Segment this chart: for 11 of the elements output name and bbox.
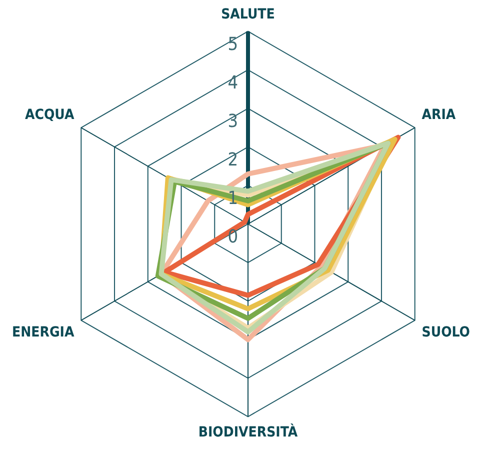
spoke-label: SUOLO xyxy=(422,324,470,340)
spoke-label: ENERGIA xyxy=(12,324,74,340)
y-tick-label: 0 xyxy=(228,226,238,248)
y-tick-label: 2 xyxy=(228,150,238,171)
spoke-label: SALUTE xyxy=(221,6,275,23)
y-tick-label: 4 xyxy=(228,72,238,94)
y-tick-label: 5 xyxy=(228,34,238,56)
spoke-label: BIODIVERSITÀ xyxy=(198,424,298,441)
spoke-label: ACQUA xyxy=(24,106,74,123)
y-tick-label: 3 xyxy=(228,111,238,132)
spoke-label: ARIA xyxy=(422,106,456,123)
